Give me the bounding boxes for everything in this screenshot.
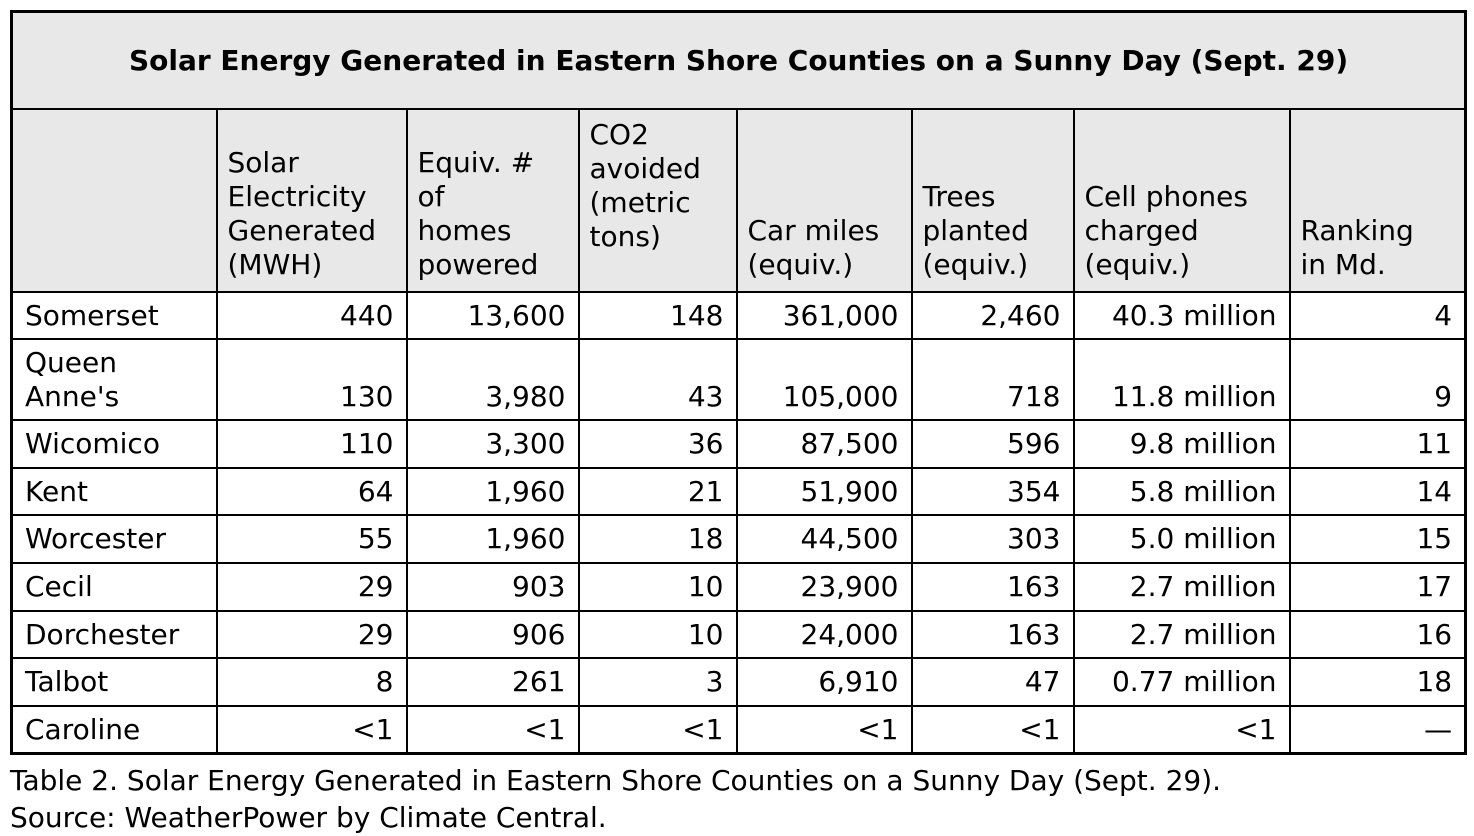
- cell-homes-powered: 906: [405, 609, 580, 660]
- table-row: Caroline <1 <1 <1 <1 <1 <1 —: [10, 704, 1467, 755]
- cell-ranking: 9: [1288, 338, 1467, 422]
- cell-co2-avoided: <1: [577, 704, 738, 755]
- cell-ranking: 17: [1288, 562, 1467, 612]
- cell-homes-powered: 13,600: [405, 290, 580, 341]
- cell-co2-avoided: 18: [577, 514, 738, 565]
- cell-cell-phones: 5.8 million: [1072, 466, 1291, 517]
- cell-solar-mwh: 130: [215, 338, 408, 422]
- table-caption: Table 2. Solar Energy Generated in Easte…: [10, 764, 1222, 834]
- cell-trees-planted: 596: [910, 419, 1075, 469]
- header-homes-powered: Equiv. # of homes powered: [405, 107, 580, 293]
- cell-ranking: 16: [1288, 609, 1467, 660]
- cell-ranking: 4: [1288, 290, 1467, 341]
- cell-solar-mwh: 29: [215, 562, 408, 612]
- cell-county: Dorchester: [10, 609, 218, 660]
- cell-car-miles: 87,500: [735, 419, 913, 469]
- cell-trees-planted: 163: [910, 562, 1075, 612]
- cell-cell-phones: 2.7 million: [1072, 609, 1291, 660]
- cell-county: Worcester: [10, 514, 218, 565]
- cell-county: Kent: [10, 466, 218, 517]
- cell-cell-phones: 11.8 million: [1072, 338, 1291, 422]
- cell-trees-planted: 354: [910, 466, 1075, 517]
- cell-solar-mwh: 440: [215, 290, 408, 341]
- cell-cell-phones: 2.7 million: [1072, 562, 1291, 612]
- cell-co2-avoided: 43: [577, 338, 738, 422]
- header-trees-planted: Trees planted (equiv.): [910, 107, 1075, 293]
- cell-ranking: 15: [1288, 514, 1467, 565]
- cell-co2-avoided: 36: [577, 419, 738, 469]
- cell-homes-powered: <1: [405, 704, 580, 755]
- cell-ranking: 18: [1288, 657, 1467, 707]
- cell-trees-planted: 47: [910, 657, 1075, 707]
- cell-ranking: 11: [1288, 419, 1467, 469]
- cell-car-miles: 51,900: [735, 466, 913, 517]
- cell-county: Queen Anne's: [10, 338, 218, 422]
- table-row: Talbot 8 261 3 6,910 47 0.77 million 18: [10, 657, 1467, 707]
- cell-homes-powered: 1,960: [405, 514, 580, 565]
- cell-homes-powered: 3,300: [405, 419, 580, 469]
- header-co2-avoided: CO2 avoided (metric tons): [577, 107, 738, 293]
- cell-ranking: —: [1288, 704, 1467, 755]
- cell-homes-powered: 261: [405, 657, 580, 707]
- cell-co2-avoided: 10: [577, 609, 738, 660]
- cell-county: Cecil: [10, 562, 218, 612]
- table-row: Cecil 29 903 10 23,900 163 2.7 million 1…: [10, 562, 1467, 612]
- table-title: Solar Energy Generated in Eastern Shore …: [10, 10, 1467, 110]
- table-row: Kent 64 1,960 21 51,900 354 5.8 million …: [10, 466, 1467, 517]
- cell-co2-avoided: 148: [577, 290, 738, 341]
- cell-cell-phones: 9.8 million: [1072, 419, 1291, 469]
- cell-co2-avoided: 10: [577, 562, 738, 612]
- cell-co2-avoided: 21: [577, 466, 738, 517]
- cell-homes-powered: 1,960: [405, 466, 580, 517]
- cell-cell-phones: 40.3 million: [1072, 290, 1291, 341]
- cell-trees-planted: <1: [910, 704, 1075, 755]
- cell-car-miles: 105,000: [735, 338, 913, 422]
- cell-solar-mwh: <1: [215, 704, 408, 755]
- cell-car-miles: 361,000: [735, 290, 913, 341]
- cell-homes-powered: 903: [405, 562, 580, 612]
- header-solar-electricity-generated: Solar Electricity Generated (MWH): [215, 107, 408, 293]
- cell-solar-mwh: 8: [215, 657, 408, 707]
- cell-county: Caroline: [10, 704, 218, 755]
- header-cell-phones-charged: Cell phones charged (equiv.): [1072, 107, 1291, 293]
- cell-car-miles: 6,910: [735, 657, 913, 707]
- cell-car-miles: <1: [735, 704, 913, 755]
- cell-trees-planted: 2,460: [910, 290, 1075, 341]
- cell-cell-phones: 0.77 million: [1072, 657, 1291, 707]
- cell-co2-avoided: 3: [577, 657, 738, 707]
- cell-trees-planted: 163: [910, 609, 1075, 660]
- cell-solar-mwh: 64: [215, 466, 408, 517]
- cell-solar-mwh: 55: [215, 514, 408, 565]
- header-ranking-in-md: Ranking in Md.: [1288, 107, 1467, 293]
- table-header-row: Solar Electricity Generated (MWH) Equiv.…: [10, 107, 1467, 293]
- table-row: Somerset 440 13,600 148 361,000 2,460 40…: [10, 290, 1467, 341]
- cell-car-miles: 24,000: [735, 609, 913, 660]
- cell-ranking: 14: [1288, 466, 1467, 517]
- cell-solar-mwh: 29: [215, 609, 408, 660]
- cell-trees-planted: 303: [910, 514, 1075, 565]
- cell-cell-phones: 5.0 million: [1072, 514, 1291, 565]
- cell-homes-powered: 3,980: [405, 338, 580, 422]
- cell-county: Talbot: [10, 657, 218, 707]
- table-row: Wicomico 110 3,300 36 87,500 596 9.8 mil…: [10, 419, 1467, 469]
- cell-county: Wicomico: [10, 419, 218, 469]
- cell-solar-mwh: 110: [215, 419, 408, 469]
- table-row: Dorchester 29 906 10 24,000 163 2.7 mill…: [10, 609, 1467, 660]
- cell-car-miles: 23,900: [735, 562, 913, 612]
- cell-car-miles: 44,500: [735, 514, 913, 565]
- table-title-row: Solar Energy Generated in Eastern Shore …: [10, 10, 1467, 110]
- header-county: [10, 107, 218, 293]
- cell-county: Somerset: [10, 290, 218, 341]
- header-car-miles: Car miles (equiv.): [735, 107, 913, 293]
- cell-cell-phones: <1: [1072, 704, 1291, 755]
- table-row: Worcester 55 1,960 18 44,500 303 5.0 mil…: [10, 514, 1467, 565]
- cell-trees-planted: 718: [910, 338, 1075, 422]
- table-row: Queen Anne's 130 3,980 43 105,000 718 11…: [10, 338, 1467, 422]
- solar-energy-table: Solar Energy Generated in Eastern Shore …: [10, 10, 1468, 756]
